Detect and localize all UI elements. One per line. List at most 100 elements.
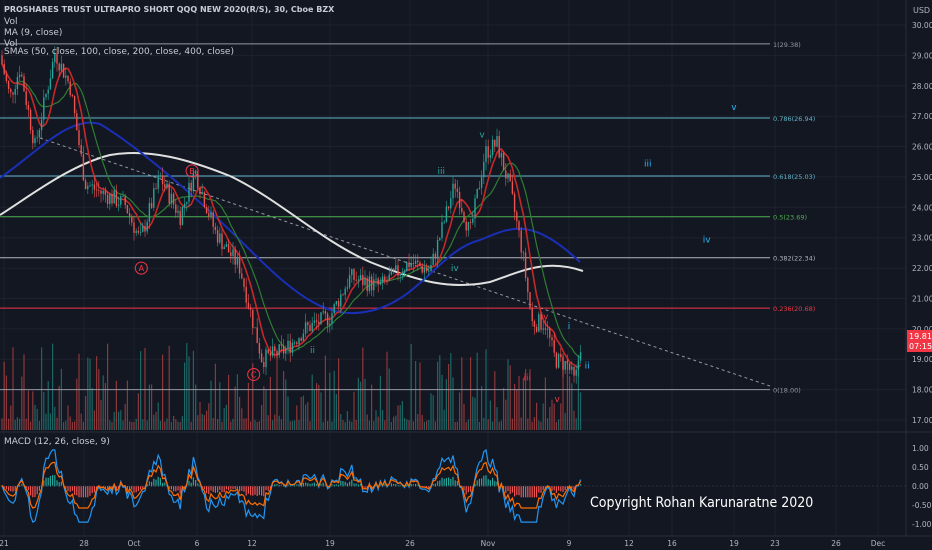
macd-hist-bar bbox=[192, 477, 194, 487]
volume-bar bbox=[232, 418, 234, 430]
candle-body bbox=[208, 213, 210, 217]
wave-label: v bbox=[555, 395, 561, 405]
candle-body bbox=[175, 204, 177, 213]
volume-bar bbox=[265, 389, 267, 430]
copyright-text: Copyright Rohan Karunaratne 2020 bbox=[590, 495, 814, 511]
macd-hist-bar bbox=[294, 485, 296, 487]
wave-circle bbox=[185, 164, 199, 178]
macd-axis[interactable]: 1.00 0.50 0.00 -0.50 -1.00 bbox=[912, 444, 932, 529]
volume-bar bbox=[113, 411, 115, 430]
candle-body bbox=[502, 153, 505, 171]
price-tag-countdown: 07:15 bbox=[909, 342, 932, 351]
volume-bar bbox=[430, 393, 432, 430]
candle-body bbox=[461, 207, 463, 213]
macd-label[interactable]: MACD (12, 26, close, 9) bbox=[4, 437, 110, 447]
time-tick-label: Oct bbox=[128, 539, 141, 548]
volume-bar bbox=[302, 395, 304, 430]
candle-body bbox=[467, 222, 470, 231]
candle-body bbox=[282, 345, 285, 354]
macd-hist-bar bbox=[393, 483, 395, 487]
macd-hist-bar bbox=[232, 486, 234, 490]
candle-body bbox=[520, 230, 522, 253]
candle-body bbox=[494, 139, 496, 147]
candle-body bbox=[210, 212, 212, 217]
candle-body bbox=[100, 190, 102, 194]
candle-body bbox=[564, 360, 566, 370]
macd-hist-bar bbox=[247, 486, 249, 494]
indicator-ma[interactable]: MA (9, close) bbox=[4, 28, 63, 38]
volume-bar bbox=[100, 400, 102, 430]
macd-hist-bar bbox=[542, 486, 544, 490]
candle-body bbox=[84, 180, 87, 190]
macd-hist-bar bbox=[153, 478, 155, 487]
candle-body bbox=[102, 190, 104, 194]
volume-bar bbox=[148, 384, 150, 430]
volume-bar bbox=[153, 414, 155, 430]
volume-bar bbox=[494, 371, 496, 430]
candle-body bbox=[344, 288, 346, 295]
volume-bar bbox=[298, 420, 300, 430]
volume-bar bbox=[173, 415, 175, 430]
candle-body bbox=[326, 313, 329, 326]
volume-bar bbox=[318, 384, 320, 430]
indicator-vol-2[interactable]: Vol bbox=[4, 39, 18, 49]
candle-body bbox=[386, 280, 388, 281]
volume-bar bbox=[126, 380, 128, 430]
candle-body bbox=[5, 74, 8, 81]
wave-label: iii bbox=[644, 159, 652, 169]
wave-label: iv bbox=[451, 264, 460, 274]
volume-bar bbox=[67, 405, 69, 430]
volume-bar bbox=[278, 415, 280, 430]
macd-hist-bar bbox=[197, 483, 199, 487]
volume-bar bbox=[566, 354, 568, 430]
candle-body bbox=[91, 184, 93, 186]
macd-hist-bar bbox=[36, 486, 38, 495]
time-tick-label: 21 bbox=[0, 539, 9, 548]
candle-body bbox=[414, 260, 417, 264]
wave-label: i bbox=[568, 322, 571, 332]
macd-hist-bar bbox=[217, 486, 219, 493]
candle-body bbox=[263, 362, 265, 368]
volume-bar bbox=[472, 396, 474, 430]
macd-hist-bar bbox=[256, 486, 258, 496]
indicator-vol[interactable]: Vol bbox=[4, 17, 18, 27]
macd-hist-bar bbox=[146, 484, 148, 487]
volume-bar bbox=[203, 415, 205, 430]
candle-body bbox=[67, 75, 69, 82]
candle-body bbox=[16, 76, 19, 90]
indicator-smas[interactable]: SMAs (50, close, 100, close, 200, close,… bbox=[4, 47, 234, 57]
macd-hist-bar bbox=[96, 486, 98, 489]
candle-body bbox=[241, 273, 243, 279]
price-tick-label: 27.00 bbox=[912, 112, 932, 121]
candle-body bbox=[465, 221, 467, 231]
macd-hist-bar bbox=[49, 476, 51, 487]
candle-body bbox=[227, 244, 230, 253]
candle-body bbox=[45, 93, 47, 98]
volume-bar bbox=[201, 413, 203, 430]
candle-body bbox=[401, 272, 404, 274]
candle-body bbox=[271, 346, 274, 356]
macd-hist-bar bbox=[450, 478, 452, 487]
volume-bar bbox=[375, 410, 377, 430]
volume-bar bbox=[450, 352, 452, 430]
volume-bar bbox=[115, 380, 117, 430]
candle-body bbox=[188, 182, 190, 202]
wave-circle bbox=[134, 261, 148, 275]
candle-body bbox=[89, 185, 91, 187]
macd-hist-bar bbox=[269, 486, 271, 489]
macd-hist-bar bbox=[509, 486, 511, 495]
candle-body bbox=[238, 257, 241, 274]
macd-hist-bar bbox=[476, 480, 478, 487]
price-axis[interactable]: 30.00 29.00 28.00 27.00 26.00 25.00 24.00 23.00… bbox=[912, 21, 932, 425]
macd-hist-bar bbox=[230, 486, 232, 489]
macd-hist-bar bbox=[52, 475, 54, 487]
volume-bar bbox=[362, 347, 364, 430]
macd-hist-bar bbox=[74, 486, 76, 495]
volume-bar bbox=[38, 421, 40, 430]
time-axis[interactable]: 21 28 Oct 6 12 19 26 Nov 9 12 16 19 23 26 Dec bbox=[0, 539, 885, 548]
volume-bar bbox=[109, 420, 111, 430]
macd-hist-bar bbox=[30, 486, 32, 496]
candle-body bbox=[69, 81, 71, 96]
volume-bar bbox=[377, 416, 379, 430]
